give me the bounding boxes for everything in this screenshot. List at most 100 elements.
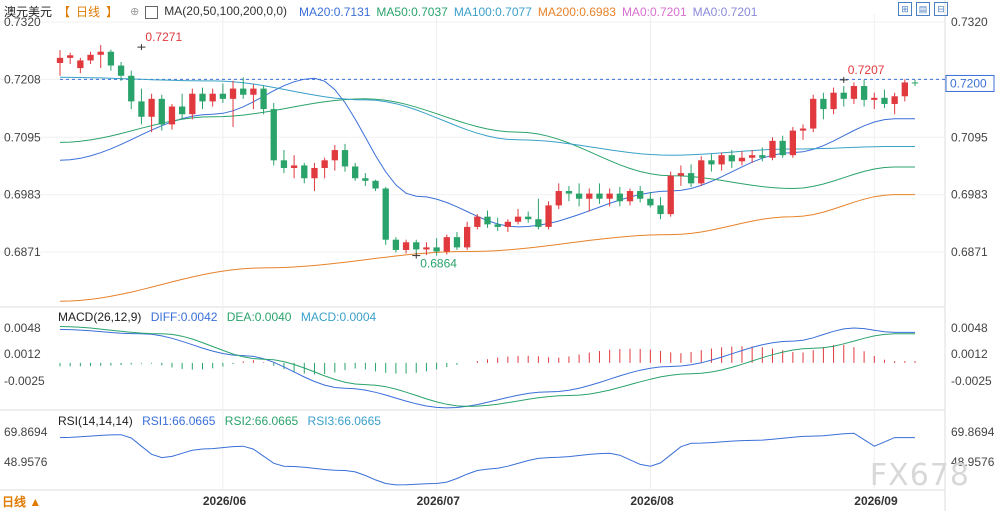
layout-grid-icon[interactable]: ⊞: [898, 2, 912, 16]
candle-body: [168, 106, 176, 125]
candle: [820, 92, 827, 120]
x-tick-label: 2026/09: [854, 494, 898, 508]
candle-body: [372, 180, 379, 189]
candle: [117, 61, 125, 81]
candle-body: [616, 193, 623, 202]
period-selector[interactable]: 【日线】: [58, 5, 119, 19]
macd-tick-left: 0.0048: [4, 321, 41, 335]
candle-body: [87, 54, 94, 61]
period-toggle-button[interactable]: 日线 ▲: [2, 495, 42, 509]
candle-body: [321, 160, 328, 168]
candle-body: [504, 221, 512, 227]
candle: [596, 183, 603, 204]
price-tick-left: 0.6871: [4, 245, 41, 259]
candle-body: [779, 140, 786, 156]
candle: [606, 188, 613, 207]
candle-body: [647, 198, 654, 206]
rsi-line: [59, 432, 915, 486]
macd-tick-right: 0.0012: [951, 347, 988, 361]
candle-body: [199, 93, 206, 102]
candle: [626, 188, 634, 206]
candle: [830, 87, 837, 115]
candle-body: [677, 173, 685, 176]
candle-body: [738, 157, 746, 162]
candle: [901, 79, 908, 102]
candle: [443, 234, 450, 255]
candle: [738, 151, 746, 166]
ma-box-icon: [145, 5, 159, 19]
layout-rows-icon[interactable]: ▤: [916, 2, 930, 16]
candle-body: [433, 247, 440, 252]
chart-header: 澳元美元 【日线】 ⊕ MA(20,50,100,200,0,0) MA20:0…: [4, 3, 763, 20]
candle: [453, 232, 461, 250]
rsi-tick-left: 69.8694: [4, 425, 48, 439]
extreme-label: 0.6864: [420, 257, 457, 271]
candle-body: [331, 150, 338, 161]
macd-tick-left: 0.0012: [4, 347, 41, 361]
candle: [321, 157, 328, 179]
candle: [209, 88, 216, 107]
candle: [769, 137, 776, 161]
candle: [433, 238, 440, 256]
rsi-tick-left: 48.9576: [4, 455, 48, 469]
candle: [789, 127, 797, 158]
candle-body: [494, 224, 501, 227]
candle: [372, 179, 379, 192]
candle: [494, 217, 501, 231]
settings-icon[interactable]: ⊕: [130, 6, 140, 18]
ma0b-value: MA0:0.7201: [692, 4, 758, 19]
candle-body: [189, 93, 196, 115]
candle-body: [240, 88, 247, 95]
candle: [270, 102, 277, 166]
candle: [280, 150, 288, 174]
candle-body: [484, 216, 491, 225]
candle: [891, 92, 898, 115]
rsi-tick-right: 48.9576: [951, 455, 995, 469]
candle: [97, 45, 104, 69]
candle-body: [301, 165, 308, 179]
ma-line-ma50: [59, 98, 915, 190]
candle: [759, 147, 766, 162]
candle-body: [860, 86, 868, 100]
candle-body: [799, 128, 807, 131]
period-label: 日线: [76, 5, 101, 19]
candle-body: [891, 96, 898, 104]
candle-body: [341, 150, 349, 167]
candle-body: [830, 92, 837, 110]
candle: [698, 156, 705, 186]
candle: [881, 89, 888, 109]
candle-body: [311, 167, 318, 179]
x-tick-label: 2026/08: [630, 494, 674, 508]
watermark-logo: FX678: [869, 458, 970, 493]
candle-body: [290, 165, 298, 168]
current-price-box: [945, 74, 995, 92]
candle: [575, 183, 583, 207]
price-tick-left: 0.7095: [4, 130, 41, 144]
candle: [525, 211, 532, 223]
candle-body: [596, 193, 603, 199]
candle-body: [667, 175, 674, 215]
candle-body: [413, 242, 420, 250]
candle: [555, 183, 562, 209]
candle: [484, 210, 491, 228]
candle-body: [56, 57, 64, 63]
candle-body: [97, 51, 104, 55]
candle: [637, 185, 644, 203]
collapse-icon[interactable]: ⊟: [934, 2, 948, 16]
candle-body: [229, 88, 237, 99]
rsi3-value: RSI3:66.0665: [307, 414, 381, 428]
candle-body: [250, 88, 257, 95]
candle: [77, 57, 84, 74]
candle-body: [463, 226, 471, 248]
candle: [240, 77, 247, 99]
candle: [189, 88, 196, 120]
candle-body: [687, 173, 695, 184]
candle: [810, 94, 817, 133]
candle-body: [626, 191, 634, 202]
candle-body: [748, 155, 756, 158]
candle: [911, 79, 919, 87]
candle-body: [423, 247, 430, 250]
x-tick-label: 2026/07: [417, 494, 461, 508]
price-tick-right: 0.6983: [951, 188, 988, 202]
ma-indicator[interactable]: MA(20,50,100,200,0,0): [145, 4, 293, 19]
